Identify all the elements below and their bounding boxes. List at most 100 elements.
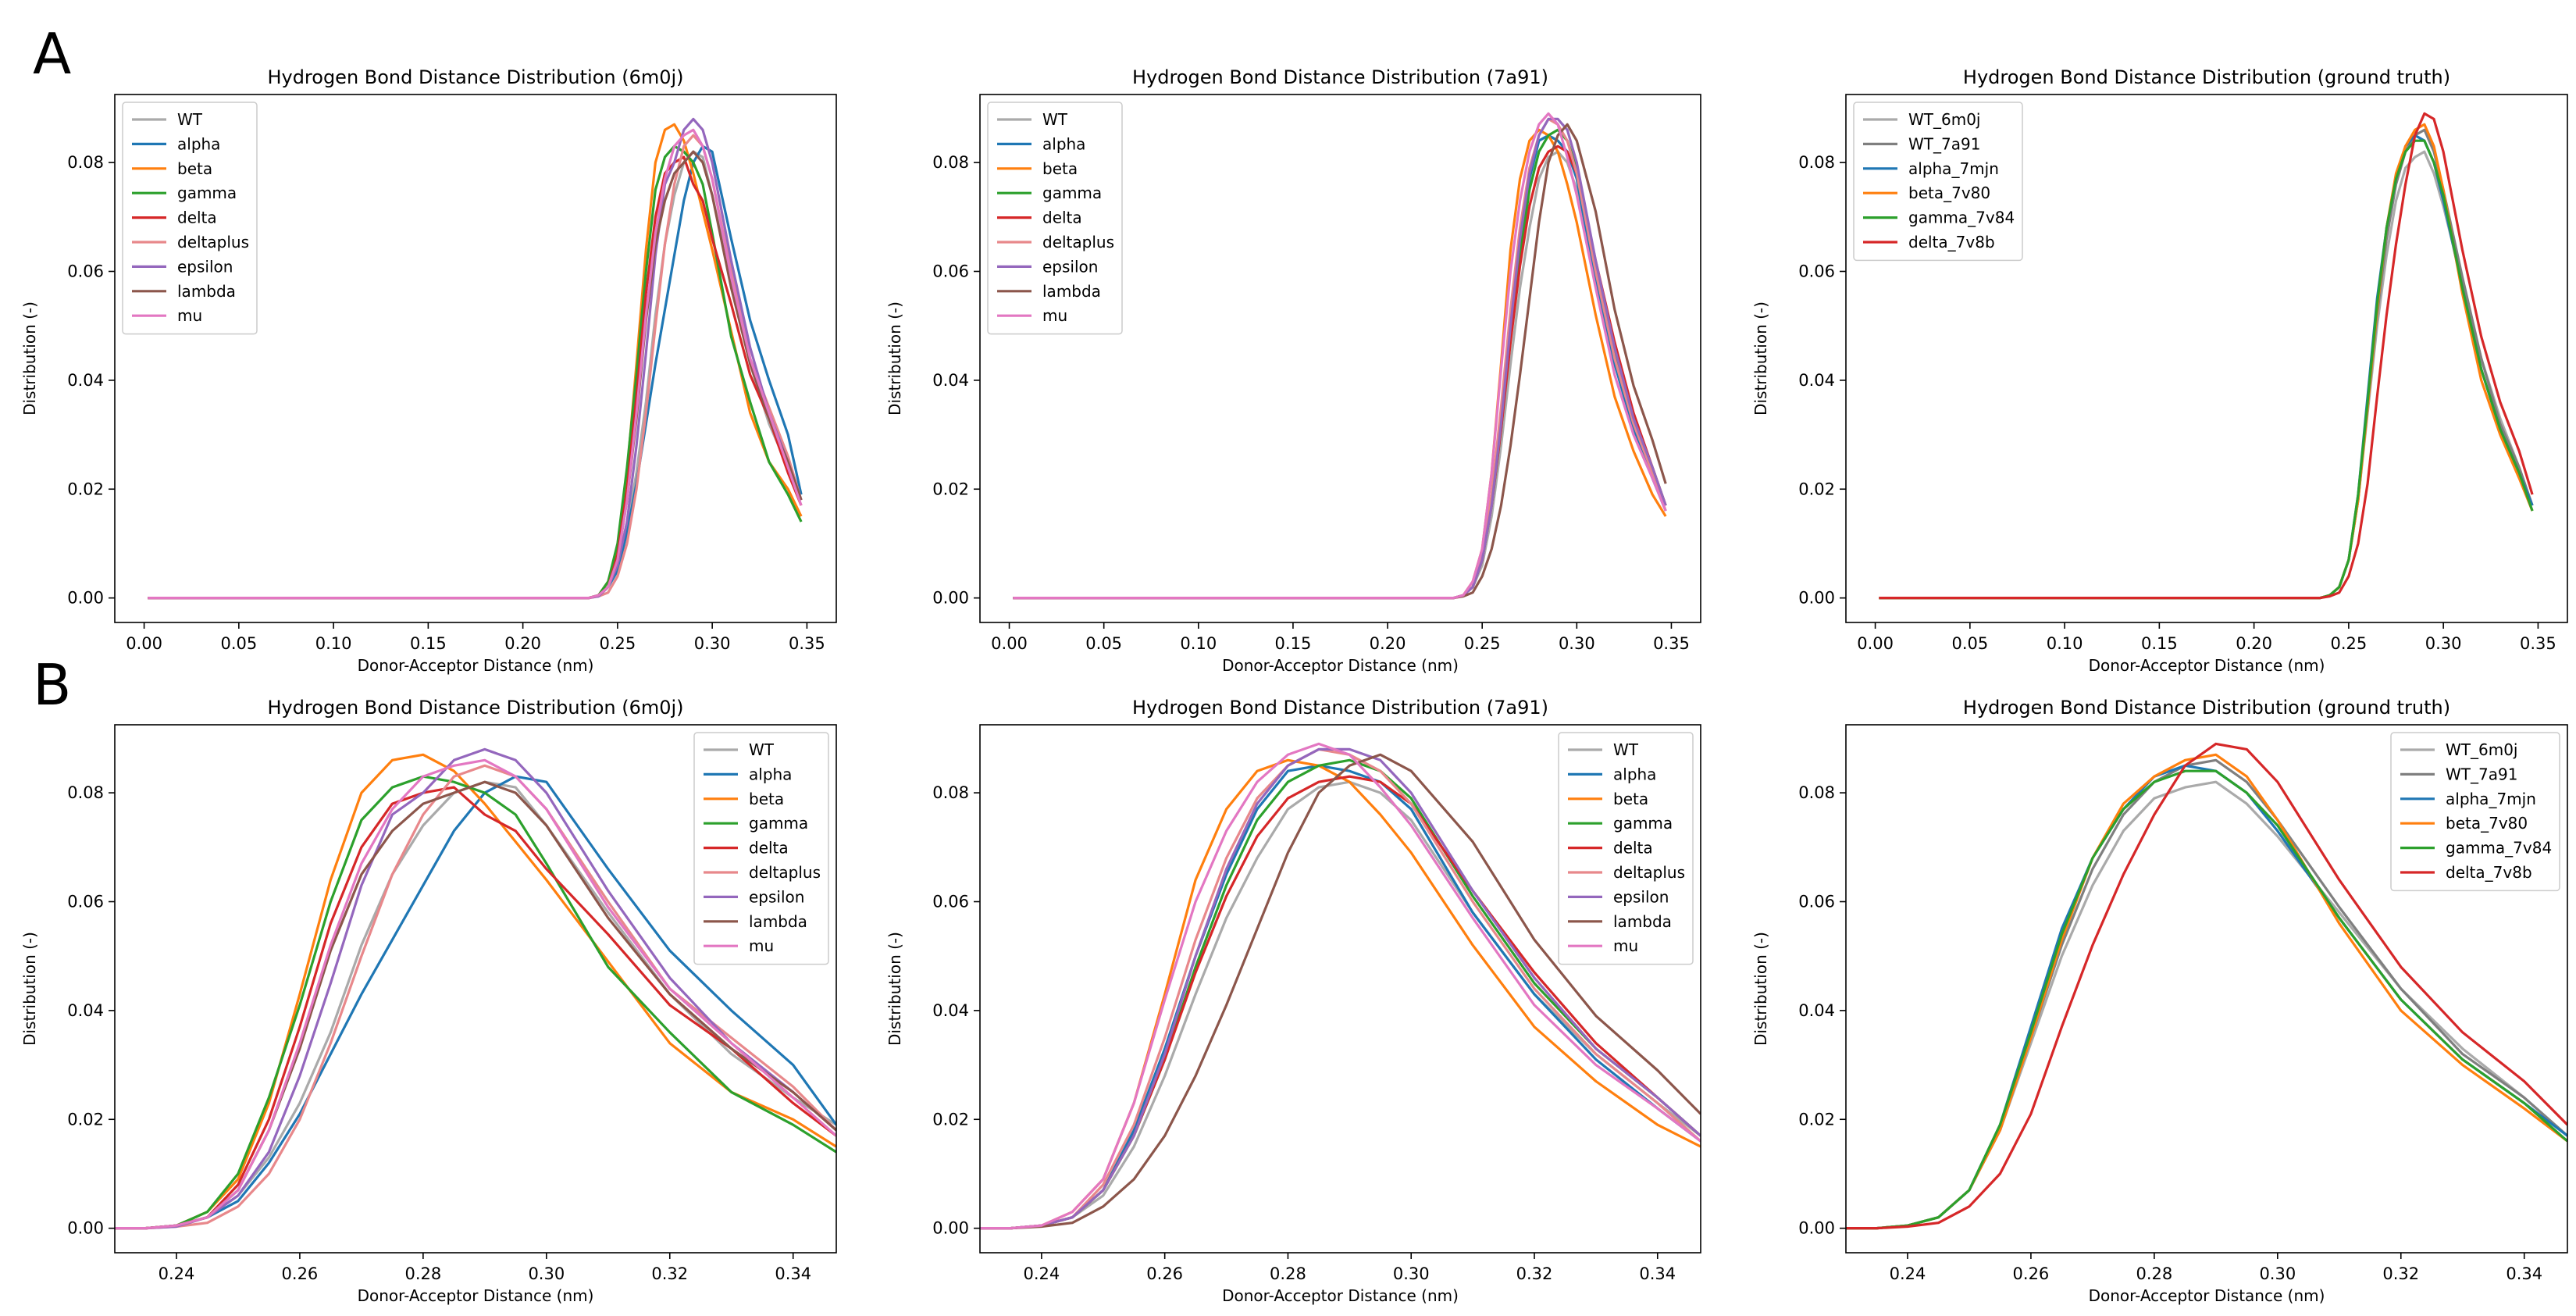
legend-label-epsilon: epsilon [1613, 887, 1669, 906]
y-tick-label: 0.02 [67, 1110, 104, 1129]
series-line-mu [980, 742, 1701, 1230]
series-line-lambda [980, 753, 1701, 1230]
x-axis-label: Donor-Acceptor Distance (nm) [1222, 656, 1459, 675]
chart-B1: 0.24 0.26 0.28 0.30 0.32 0.34 0.00 0.02 0.04 0.06… [20, 697, 837, 1305]
y-tick-label: 0.04 [932, 1001, 969, 1020]
legend-label-lambda: lambda [1613, 912, 1672, 931]
x-axis-label: Donor-Acceptor Distance (nm) [2089, 656, 2325, 675]
legend-label-deltaplus: deltaplus [1613, 863, 1685, 882]
y-tick-label: 0.08 [1798, 783, 1835, 802]
legend: WT_6m0j WT_7a91 alpha_7mjn beta_7v80 gamma_7… [2390, 732, 2560, 892]
legend-box [2390, 732, 2560, 892]
x-tick-label: 0.20 [504, 634, 541, 653]
y-tick-label: 0.08 [932, 783, 969, 802]
y-tick-label: 0.00 [1798, 589, 1835, 608]
chart-B3: 0.24 0.26 0.28 0.30 0.32 0.34 0.00 0.02 0.04 0.06… [1751, 697, 2568, 1305]
x-tick-label: 0.30 [694, 634, 731, 653]
y-tick-label: 0.06 [67, 262, 104, 280]
series-line-epsilon [980, 747, 1701, 1230]
legend-label-epsilon: epsilon [177, 257, 233, 276]
legend-label-epsilon: epsilon [1042, 257, 1098, 276]
x-tick-label: 0.32 [651, 1264, 688, 1283]
series-line-gamma [115, 775, 836, 1230]
y-tick-label: 0.06 [932, 892, 969, 911]
legend-label-gamma_7v84: gamma_7v84 [1908, 209, 2015, 227]
legend-label-gamma: gamma [749, 814, 808, 833]
series-group [148, 117, 803, 600]
x-axis-label: Donor-Acceptor Distance (nm) [358, 656, 594, 675]
legend-label-deltaplus: deltaplus [177, 233, 249, 251]
series-line-gamma_7v84 [1846, 769, 2567, 1230]
legend-label-WT_6m0j: WT_6m0j [2446, 740, 2517, 759]
legend-box [1853, 102, 2023, 262]
legend-label-lambda: lambda [1042, 282, 1101, 301]
legend: WT alpha beta gamma delta deltaplus epsilon lam… [1558, 732, 1694, 965]
legend-label-deltaplus: deltaplus [749, 863, 821, 882]
x-tick-label: 0.30 [528, 1264, 565, 1283]
legend-label-deltaplus: deltaplus [1042, 233, 1114, 251]
chart-A2: 0.00 0.05 0.10 0.15 0.20 0.25 0.30 0.35 0.00 0.02… [885, 66, 1701, 675]
x-tick-label: 0.34 [1639, 1264, 1676, 1283]
y-tick-label: 0.00 [67, 589, 104, 608]
x-tick-label: 0.26 [2013, 1264, 2050, 1283]
series-group [1846, 742, 2567, 1230]
x-tick-label: 0.32 [1516, 1264, 1553, 1283]
y-axis-label: Distribution (-) [1751, 932, 1770, 1046]
chart-title: Hydrogen Bond Distance Distribution (gro… [1963, 66, 2450, 88]
legend-label-WT: WT [1042, 110, 1068, 129]
chart-title: Hydrogen Bond Distance Distribution (6m0… [267, 66, 683, 88]
plot-frame [1845, 94, 2568, 623]
legend-label-delta: delta [177, 209, 217, 227]
legend-label-gamma: gamma [177, 184, 237, 202]
series-line-mu [148, 128, 803, 600]
series-line-delta_7v8b [1879, 112, 2534, 600]
series-group [1879, 112, 2534, 600]
y-tick-label: 0.04 [67, 1001, 104, 1020]
x-tick-label: 0.24 [1890, 1264, 1926, 1283]
legend-box [1558, 732, 1694, 965]
series-line-gamma_7v84 [1879, 139, 2534, 600]
x-tick-label: 0.00 [1857, 634, 1894, 653]
x-tick-label: 0.05 [220, 634, 257, 653]
plot-frame [1845, 724, 2568, 1254]
series-line-epsilon [1013, 117, 1667, 600]
legend-label-beta_7v80: beta_7v80 [2446, 814, 2528, 833]
chart-title: Hydrogen Bond Distance Distribution (6m0… [267, 697, 683, 719]
chart-A3: 0.00 0.05 0.10 0.15 0.20 0.25 0.30 0.35 0.00 0.02… [1751, 66, 2568, 675]
y-tick-label: 0.08 [1798, 153, 1835, 172]
legend-label-lambda: lambda [177, 282, 236, 301]
x-tick-label: 0.15 [2141, 634, 2178, 653]
x-tick-label: 0.10 [315, 634, 352, 653]
x-tick-label: 0.15 [410, 634, 447, 653]
series-line-delta_7v8b [1846, 742, 2567, 1230]
legend-label-mu: mu [749, 936, 774, 955]
x-tick-label: 0.10 [1180, 634, 1217, 653]
legend-label-alpha_7mjn: alpha_7mjn [2446, 790, 2536, 808]
y-tick-label: 0.06 [67, 892, 104, 911]
y-tick-label: 0.06 [932, 262, 969, 280]
legend: WT alpha beta gamma delta deltaplus epsilon lam… [693, 732, 829, 965]
x-tick-label: 0.28 [1270, 1264, 1306, 1283]
chart-title: Hydrogen Bond Distance Distribution (gro… [1963, 697, 2450, 719]
legend-label-beta: beta [177, 159, 212, 178]
legend-label-delta: delta [1613, 839, 1653, 858]
x-tick-label: 0.05 [1951, 634, 1988, 653]
chart-title: Hydrogen Bond Distance Distribution (7a9… [1132, 697, 1548, 719]
x-tick-label: 0.28 [2136, 1264, 2172, 1283]
y-tick-label: 0.08 [67, 783, 104, 802]
series-line-gamma [148, 144, 803, 600]
x-tick-label: 0.35 [1653, 634, 1690, 653]
plot-frame [114, 94, 837, 623]
x-tick-label: 0.30 [2259, 1264, 2296, 1283]
x-tick-label: 0.24 [1024, 1264, 1060, 1283]
chart-A1: 0.00 0.05 0.10 0.15 0.20 0.25 0.30 0.35 0.00 0.02… [20, 66, 837, 675]
legend-label-delta: delta [1042, 209, 1082, 227]
x-tick-label: 0.24 [159, 1264, 195, 1283]
legend-label-alpha: alpha [1613, 765, 1656, 783]
x-tick-label: 0.30 [2425, 634, 2462, 653]
y-tick-label: 0.04 [932, 371, 969, 390]
panel-label-b: B [33, 652, 71, 718]
legend-label-delta: delta [749, 839, 789, 858]
